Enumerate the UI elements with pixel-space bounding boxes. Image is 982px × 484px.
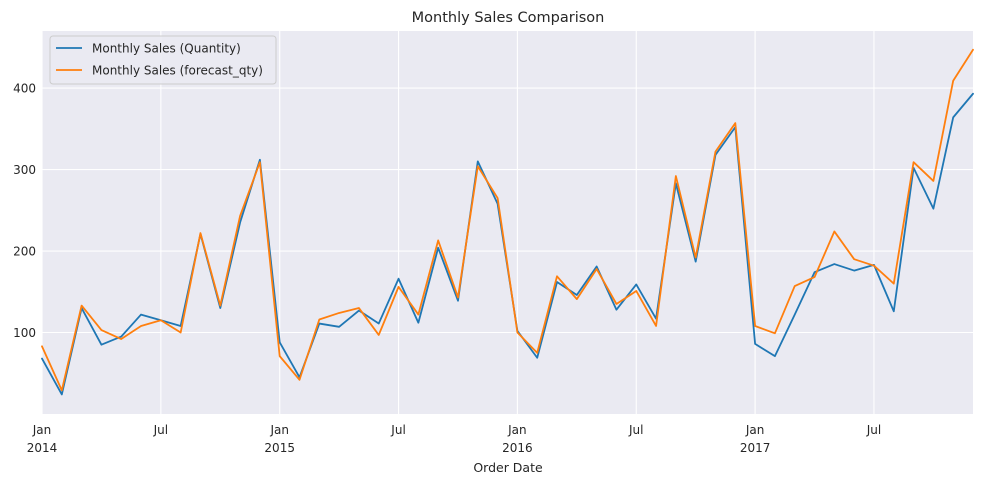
x-tick-label: Jul (153, 423, 168, 437)
chart-title: Monthly Sales Comparison (412, 10, 605, 26)
y-axis-tick-labels: 100 200 300 400 (13, 82, 36, 340)
x-axis-label: Order Date (473, 460, 543, 475)
x-tick-year-label: 2016 (502, 441, 533, 455)
x-tick-label: Jan (32, 423, 52, 437)
legend: Monthly Sales (Quantity) Monthly Sales (f… (49, 35, 277, 85)
plot-area (42, 31, 973, 414)
x-tick-label: Jan (745, 423, 765, 437)
x-tick-year-label: 2017 (740, 441, 771, 455)
y-tick-label: 300 (13, 163, 36, 177)
series-lines (41, 48, 974, 396)
x-tick-label: Jul (866, 423, 881, 437)
y-tick-label: 100 (13, 326, 36, 340)
x-tick-year-label: 2014 (27, 441, 58, 455)
legend-label: Monthly Sales (Quantity) (92, 42, 241, 56)
grid-lines (41, 31, 973, 414)
series-line-2 (41, 48, 974, 392)
y-tick-label: 400 (13, 82, 36, 96)
legend-box (49, 35, 277, 85)
x-tick-label: Jul (628, 423, 643, 437)
x-tick-label: Jan (507, 423, 527, 437)
x-tick-year-label: 2015 (264, 441, 295, 455)
y-tick-label: 200 (13, 245, 36, 259)
x-tick-label: Jul (390, 423, 405, 437)
x-axis-tick-labels: Jan 2014 Jul Jan 2015 Jul Jan 2016 Jul Jan 2017 Jul (27, 423, 881, 455)
x-tick-label: Jan (269, 423, 289, 437)
legend-label: Monthly Sales (forecast_qty) (92, 64, 263, 78)
